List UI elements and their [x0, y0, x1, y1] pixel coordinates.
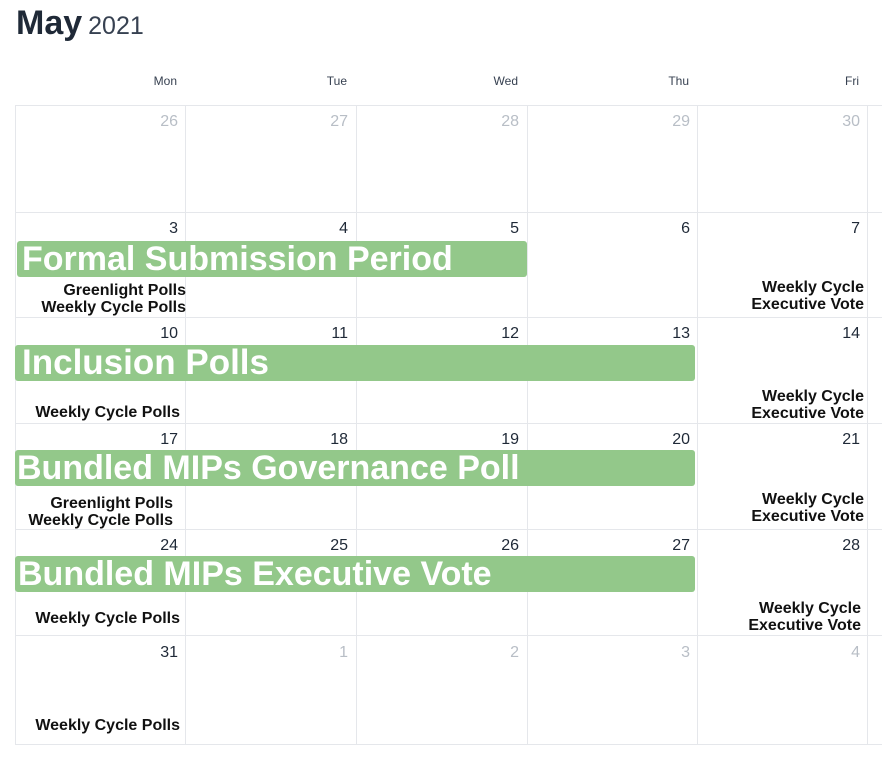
day-cell-number[interactable]: 2	[510, 644, 519, 661]
day-cell-number[interactable]: 3	[169, 220, 178, 237]
event-weekly-cycle-polls[interactable]: Weekly Cycle Polls	[28, 512, 173, 529]
event-weekly-cycle-polls[interactable]: Weekly Cycle Polls	[35, 717, 180, 734]
grid-line	[867, 105, 868, 745]
day-cell-number[interactable]: 5	[510, 220, 519, 237]
weekday-tue: Tue	[326, 74, 347, 88]
event-greenlight-polls[interactable]: Greenlight Polls	[63, 282, 186, 299]
event-executive-vote[interactable]: Executive Vote	[751, 296, 864, 313]
grid-line	[15, 212, 882, 213]
day-cell-number[interactable]: 10	[160, 325, 178, 342]
day-cell-number[interactable]: 26	[501, 537, 519, 554]
event-executive-vote[interactable]: Executive Vote	[748, 617, 861, 634]
day-cell-number[interactable]: 26	[160, 113, 178, 130]
day-cell-number[interactable]: 14	[842, 325, 860, 342]
event-bar-executive-vote[interactable]: Bundled MIPs Executive Vote	[15, 556, 695, 592]
day-cell-number[interactable]: 24	[160, 537, 178, 554]
day-cell-number[interactable]: 30	[842, 113, 860, 130]
day-cell-number[interactable]: 13	[672, 325, 690, 342]
grid-line	[15, 529, 882, 530]
event-executive-vote[interactable]: Executive Vote	[751, 405, 864, 422]
day-cell-number[interactable]: 17	[160, 431, 178, 448]
grid-line	[15, 105, 16, 745]
day-cell-number[interactable]: 31	[160, 644, 178, 661]
weekday-thu: Thu	[668, 74, 689, 88]
day-cell-number[interactable]: 12	[501, 325, 519, 342]
grid-line	[15, 105, 882, 106]
day-cell-number[interactable]: 1	[339, 644, 348, 661]
month-label: May	[16, 4, 83, 42]
grid-line	[15, 317, 882, 318]
day-cell-number[interactable]: 4	[339, 220, 348, 237]
calendar-title: May 2021	[16, 4, 144, 43]
year-label: 2021	[88, 12, 144, 40]
event-weekly-cycle[interactable]: Weekly Cycle	[762, 491, 864, 508]
day-cell-number[interactable]: 28	[501, 113, 519, 130]
grid-line	[15, 744, 882, 745]
day-cell-number[interactable]: 11	[331, 325, 348, 342]
event-weekly-cycle-polls[interactable]: Weekly Cycle Polls	[41, 299, 186, 316]
day-cell-number[interactable]: 21	[842, 431, 860, 448]
event-bar-inclusion-polls[interactable]: Inclusion Polls	[15, 345, 695, 381]
grid-line	[527, 105, 528, 745]
grid-line	[15, 423, 882, 424]
day-cell-number[interactable]: 25	[330, 537, 348, 554]
weekday-wed: Wed	[493, 74, 518, 88]
event-weekly-cycle-polls[interactable]: Weekly Cycle Polls	[35, 404, 180, 421]
day-cell-number[interactable]: 27	[330, 113, 348, 130]
event-bar-governance-poll[interactable]: Bundled MIPs Governance Poll	[15, 450, 695, 486]
event-greenlight-polls[interactable]: Greenlight Polls	[50, 495, 173, 512]
day-cell-number[interactable]: 18	[330, 431, 348, 448]
day-cell-number[interactable]: 19	[501, 431, 519, 448]
event-bar-formal-submission[interactable]: Formal Submission Period	[17, 241, 527, 277]
weekday-mon: Mon	[153, 74, 177, 88]
event-weekly-cycle[interactable]: Weekly Cycle	[759, 600, 861, 617]
day-cell-number[interactable]: 20	[672, 431, 690, 448]
day-cell-number[interactable]: 3	[681, 644, 690, 661]
day-cell-number[interactable]: 28	[842, 537, 860, 554]
grid-line	[697, 105, 698, 745]
event-weekly-cycle-polls[interactable]: Weekly Cycle Polls	[35, 610, 180, 627]
day-cell-number[interactable]: 29	[672, 113, 690, 130]
grid-line	[356, 105, 357, 745]
grid-line	[185, 105, 186, 745]
day-cell-number[interactable]: 6	[681, 220, 690, 237]
event-weekly-cycle[interactable]: Weekly Cycle	[762, 279, 864, 296]
event-weekly-cycle[interactable]: Weekly Cycle	[762, 388, 864, 405]
weekday-fri: Fri	[845, 74, 859, 88]
grid-line	[15, 635, 882, 636]
day-cell-number[interactable]: 7	[851, 220, 860, 237]
event-executive-vote[interactable]: Executive Vote	[751, 508, 864, 525]
month-grid: 26 27 28 29 30 3 4 5 6 7 10 11 12 13 14 …	[15, 105, 882, 745]
day-cell-number[interactable]: 27	[672, 537, 690, 554]
day-cell-number[interactable]: 4	[851, 644, 860, 661]
